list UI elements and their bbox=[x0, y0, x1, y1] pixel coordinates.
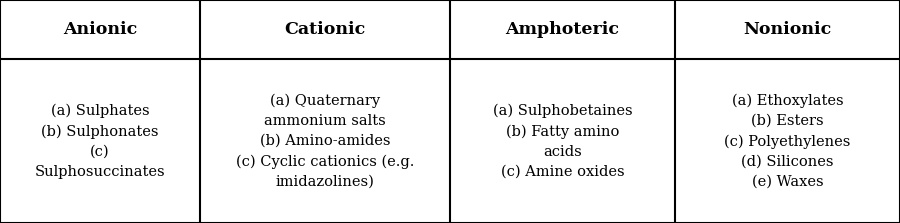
Text: (a) Ethoxylates
(b) Esters
(c) Polyethylenes
(d) Silicones
(e) Waxes: (a) Ethoxylates (b) Esters (c) Polyethyl… bbox=[724, 93, 850, 189]
Text: Amphoteric: Amphoteric bbox=[506, 21, 619, 38]
Text: (a) Quaternary
ammonium salts
(b) Amino-amides
(c) Cyclic cationics (e.g.
imidaz: (a) Quaternary ammonium salts (b) Amino-… bbox=[236, 93, 414, 189]
Text: (a) Sulphates
(b) Sulphonates
(c)
Sulphosuccinates: (a) Sulphates (b) Sulphonates (c) Sulpho… bbox=[34, 103, 166, 179]
Text: Nonionic: Nonionic bbox=[743, 21, 832, 38]
Text: (a) Sulphobetaines
(b) Fatty amino
acids
(c) Amine oxides: (a) Sulphobetaines (b) Fatty amino acids… bbox=[492, 103, 633, 179]
Text: Cationic: Cationic bbox=[284, 21, 365, 38]
Text: Anionic: Anionic bbox=[63, 21, 137, 38]
